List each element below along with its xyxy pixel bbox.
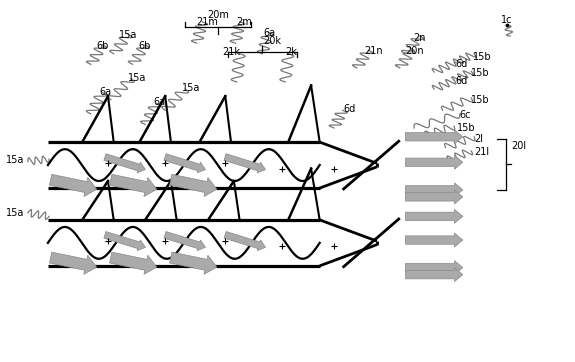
Text: 20m: 20m (208, 10, 229, 20)
Text: 20l: 20l (511, 141, 527, 151)
Text: 15a: 15a (128, 73, 147, 83)
Text: 20n: 20n (405, 46, 424, 56)
Text: 6c: 6c (460, 110, 471, 120)
Text: 21m: 21m (197, 17, 218, 27)
Text: 15b: 15b (472, 95, 490, 105)
Text: 6d: 6d (456, 59, 468, 70)
Text: 15a: 15a (120, 30, 138, 40)
Text: 2n: 2n (413, 33, 426, 43)
Text: 6b: 6b (139, 41, 151, 51)
Text: 1c: 1c (501, 15, 512, 25)
Text: 15b: 15b (472, 68, 490, 78)
Text: 2m: 2m (237, 17, 252, 27)
Text: 6a: 6a (99, 87, 112, 97)
Text: 2k: 2k (285, 47, 297, 57)
Text: 15a: 15a (6, 156, 24, 165)
Text: 15b: 15b (457, 123, 476, 133)
Text: 2l: 2l (474, 134, 483, 144)
Text: 6a: 6a (263, 28, 276, 38)
Text: 15a: 15a (182, 83, 201, 93)
Text: 21n: 21n (365, 46, 383, 56)
Text: 6a: 6a (154, 97, 166, 107)
Text: 21l: 21l (474, 147, 489, 157)
Text: 6d: 6d (456, 76, 468, 86)
Text: 6d: 6d (344, 104, 356, 114)
Text: 15a: 15a (6, 208, 24, 218)
Text: 21k: 21k (222, 47, 240, 57)
Text: 20k: 20k (263, 36, 281, 46)
Text: 6b: 6b (97, 41, 109, 51)
Text: 15b: 15b (473, 51, 492, 62)
